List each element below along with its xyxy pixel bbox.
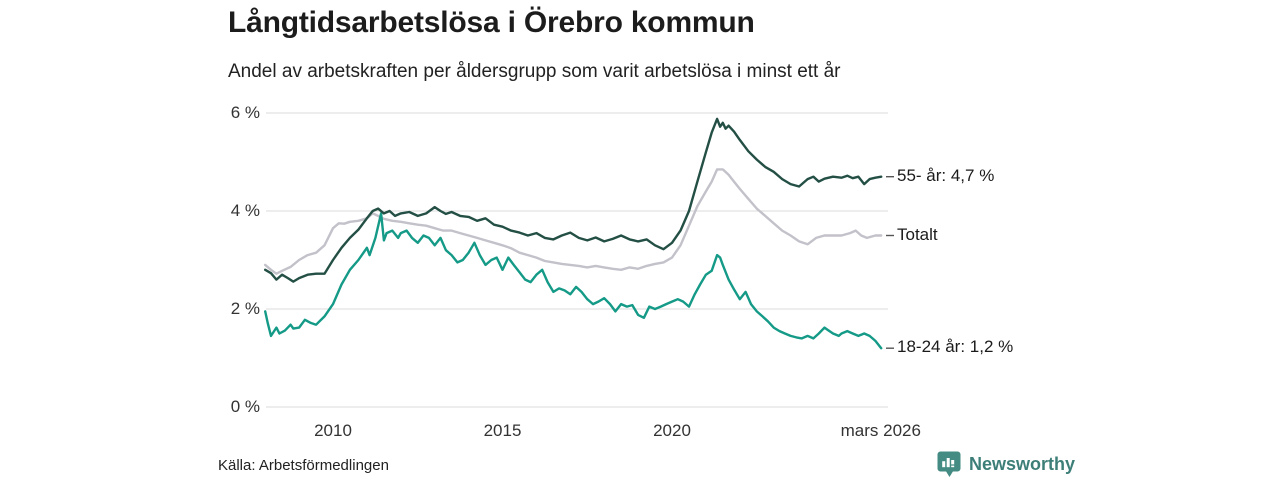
x-tick-label-2020: 2020 bbox=[653, 421, 691, 440]
series-line-55 bbox=[264, 117, 883, 283]
y-tick-label-2: 2 % bbox=[230, 299, 260, 318]
chart-subtitle: Andel av arbetskraften per åldersgrupp s… bbox=[228, 61, 841, 82]
legend-label-55: 55- år: 4,7 % bbox=[897, 165, 995, 185]
source-note: Källa: Arbetsförmedlingen bbox=[218, 457, 389, 474]
series-line-18_24 bbox=[264, 212, 883, 350]
y-tick-label-4: 4 % bbox=[230, 201, 260, 220]
legend-label-18_24: 18-24 år: 1,2 % bbox=[897, 337, 1014, 357]
y-tick-label-6: 6 % bbox=[230, 103, 260, 122]
x-tick-label-2010: 2010 bbox=[314, 421, 352, 440]
y-tick-label-0: 0 % bbox=[230, 397, 260, 416]
newsworthy-wordmark: Newsworthy bbox=[969, 454, 1076, 474]
x-tick-label-mars-2026: mars 2026 bbox=[840, 421, 921, 440]
series-line-totalt bbox=[264, 168, 883, 275]
newsworthy-logo[interactable]: Newsworthy bbox=[937, 451, 1075, 478]
bar-chart-bubble-icon bbox=[937, 451, 961, 477]
page-title: Långtidsarbetslösa i Örebro kommun bbox=[228, 6, 755, 39]
x-tick-label-2015: 2015 bbox=[483, 421, 522, 440]
legend-label-totalt: Totalt bbox=[897, 224, 938, 244]
